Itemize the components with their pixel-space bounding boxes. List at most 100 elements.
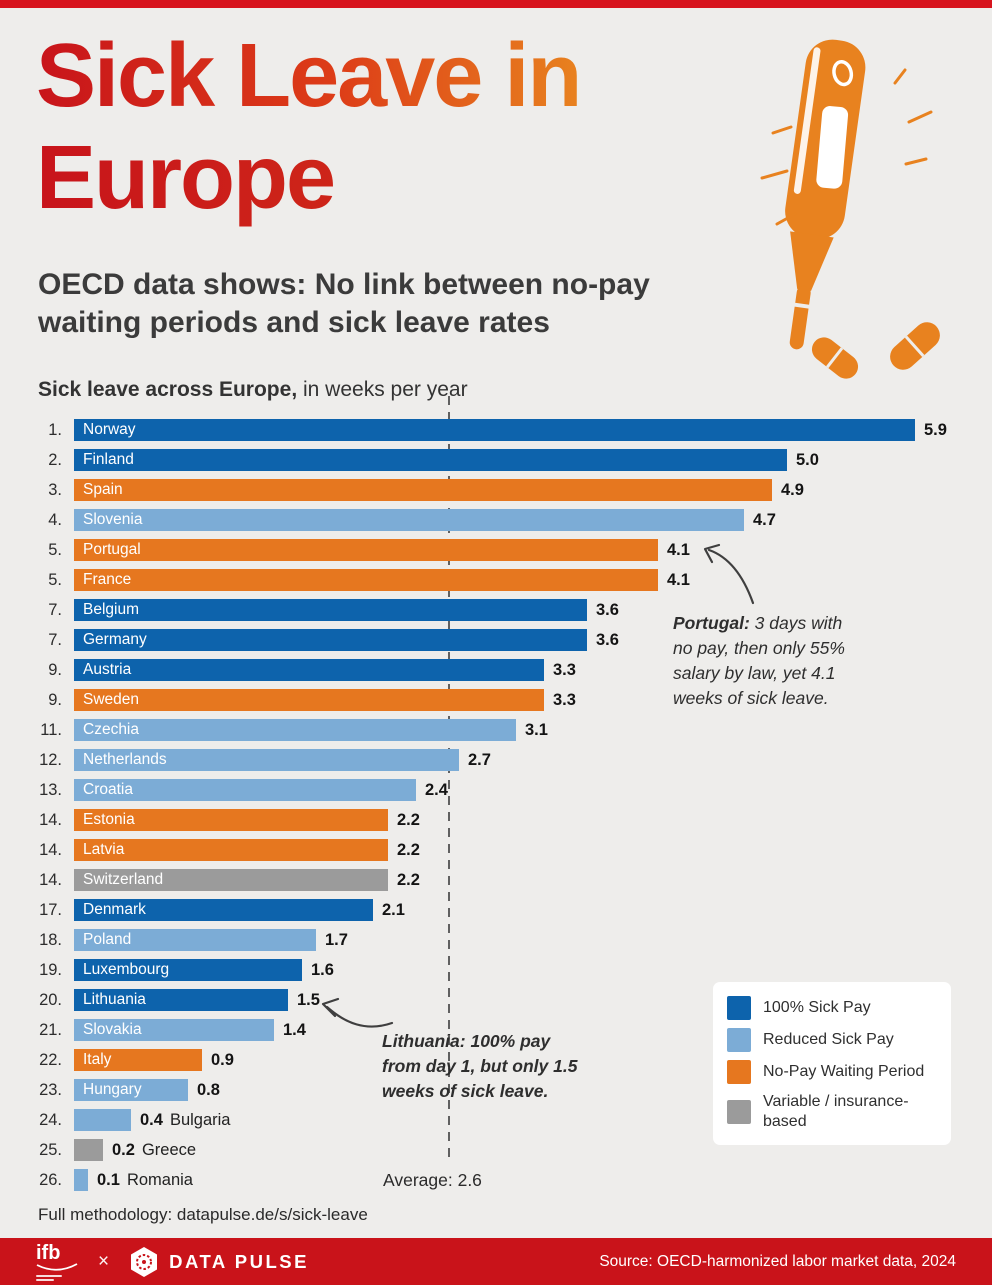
value-label: 2.2 <box>397 871 420 889</box>
bar-estonia: Estonia <box>74 809 388 831</box>
footer-bar: ifb × DATA PULSE Source: OECD-harmoni <box>0 1238 992 1285</box>
value-label: 1.5 <box>297 991 320 1009</box>
chart-row: 26. 0.1 Romania <box>0 1169 992 1191</box>
rank-label: 21. <box>39 1021 62 1039</box>
subtitle: OECD data shows: No link between no-pay … <box>38 266 738 342</box>
bar-france: France <box>74 569 658 591</box>
bar-norway: Norway <box>74 419 915 441</box>
value-label: 2.2 <box>397 841 420 859</box>
rank-label: 14. <box>39 871 62 889</box>
chart-row: 11. Czechia 3.1 <box>0 719 992 741</box>
bar-lithuania: Lithuania <box>74 989 288 1011</box>
country-label: Italy <box>83 1051 112 1068</box>
bar-luxembourg: Luxembourg <box>74 959 302 981</box>
rank-label: 26. <box>39 1171 62 1189</box>
bar-germany: Germany <box>74 629 587 651</box>
footer-logos: ifb × DATA PULSE <box>36 1243 309 1281</box>
country-label: Netherlands <box>83 751 167 768</box>
annotation-lithuania-body: 100% pay from day 1, but only 1.5 weeks … <box>382 1031 578 1101</box>
bar-denmark: Denmark <box>74 899 373 921</box>
country-label: Slovakia <box>83 1021 142 1038</box>
rank-label: 5. <box>48 571 62 589</box>
chart-row: 24. 0.4 Bulgaria <box>0 1109 992 1131</box>
chart-row: 14. Switzerland 2.2 <box>0 869 992 891</box>
value-label: 4.9 <box>781 481 804 499</box>
value-label: 3.1 <box>525 721 548 739</box>
thermometer-body <box>785 39 866 350</box>
annotation-lithuania-lead: Lithuania: <box>382 1031 466 1051</box>
country-label: Belgium <box>83 601 139 618</box>
rank-label: 11. <box>40 721 62 739</box>
rank-label: 20. <box>39 991 62 1009</box>
chart-row: 13. Croatia 2.4 <box>0 779 992 801</box>
bar-netherlands: Netherlands <box>74 749 459 771</box>
rays <box>760 68 933 226</box>
country-label: Finland <box>83 451 134 468</box>
country-label: France <box>83 571 132 588</box>
legend-item: 100% Sick Pay <box>727 996 937 1020</box>
bar-slovakia: Slovakia <box>74 1019 274 1041</box>
country-label-outside: Romania <box>126 1171 193 1189</box>
rank-label: 7. <box>48 631 62 649</box>
rank-label: 13. <box>39 781 62 799</box>
chart-row: 12. Netherlands 2.7 <box>0 749 992 771</box>
country-label: Lithuania <box>83 991 146 1008</box>
rank-label: 1. <box>48 421 62 439</box>
chart-row: 7. Germany 3.6 <box>0 629 992 651</box>
legend-item: Reduced Sick Pay <box>727 1028 937 1052</box>
legend-item-label: Reduced Sick Pay <box>763 1031 894 1049</box>
value-label: 5.9 <box>924 421 947 439</box>
page-title-line1: Sick Leave in <box>36 26 582 126</box>
chart-row: 9. Austria 3.3 <box>0 659 992 681</box>
country-label: Denmark <box>83 901 146 918</box>
country-label: Switzerland <box>83 871 164 888</box>
bar-slovenia: Slovenia <box>74 509 744 531</box>
subtitle-line1: OECD data shows: No link between no-pay <box>38 268 650 301</box>
country-label: Sweden <box>83 691 140 708</box>
datapulse-wordmark: DATA PULSE <box>169 1251 309 1273</box>
bar-hungary: Hungary <box>74 1079 188 1101</box>
annotation-portugal-lead: Portugal: <box>673 613 750 633</box>
rank-label: 17. <box>39 901 62 919</box>
value-label: 1.6 <box>311 961 334 979</box>
chart-title-bold: Sick leave across Europe, <box>38 378 298 401</box>
bar-switzerland: Switzerland <box>74 869 388 891</box>
value-label: 2.2 <box>397 811 420 829</box>
value-label: 0.1 Romania <box>97 1171 193 1189</box>
value-label: 4.1 <box>667 571 690 589</box>
legend-swatch <box>727 1060 751 1084</box>
ifb-swoosh <box>36 1262 78 1271</box>
value-label: 2.7 <box>468 751 491 769</box>
country-label: Latvia <box>83 841 125 858</box>
rank-label: 23. <box>39 1081 62 1099</box>
bar-portugal: Portugal <box>74 539 658 561</box>
annotation-lithuania: Lithuania: 100% pay from day 1, but only… <box>382 1029 587 1104</box>
datapulse-logo: DATA PULSE <box>129 1246 309 1278</box>
chart-row: 5. France 4.1 <box>0 569 992 591</box>
pills-icon <box>811 322 940 379</box>
rank-label: 9. <box>48 661 62 679</box>
bar-italy: Italy <box>74 1049 202 1071</box>
value-label: 2.1 <box>382 901 405 919</box>
country-label: Poland <box>83 931 132 948</box>
page-title: Sick Leave in Europe <box>36 26 582 230</box>
rank-label: 4. <box>48 511 62 529</box>
value-label: 0.9 <box>211 1051 234 1069</box>
rank-label: 14. <box>39 811 62 829</box>
page-title-line2: Europe <box>36 128 580 230</box>
average-dashed-line <box>448 396 450 1162</box>
source-text: Source: OECD-harmonized labor market dat… <box>599 1252 956 1270</box>
country-label: Luxembourg <box>83 961 170 978</box>
country-label: Croatia <box>83 781 133 798</box>
country-label-outside: Greece <box>141 1141 197 1159</box>
legend-swatch <box>727 1028 751 1052</box>
bar-poland: Poland <box>74 929 316 951</box>
chart-row: 23. Hungary 0.8 <box>0 1079 992 1101</box>
value-label: 3.3 <box>553 661 576 679</box>
brand-word-pulse: PULSE <box>234 1250 309 1272</box>
bar-romania <box>74 1169 88 1191</box>
country-label: Estonia <box>83 811 135 828</box>
value-label: 3.6 <box>596 601 619 619</box>
country-label: Portugal <box>83 541 141 558</box>
chart-row: 19. Luxembourg 1.6 <box>0 959 992 981</box>
